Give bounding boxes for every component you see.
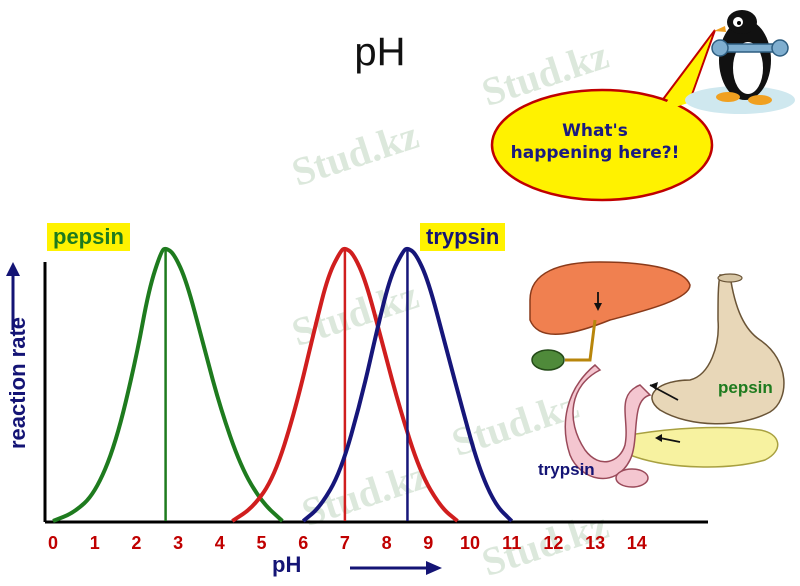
x-tick-label: 1 (90, 533, 100, 553)
digestive-system-illustration (529, 261, 785, 488)
speech-bubble-text: What's happening here?! (510, 120, 680, 164)
x-tick-label: 5 (256, 533, 266, 553)
x-tick-label: 14 (627, 533, 647, 553)
penguin-mascot-icon (685, 10, 795, 114)
speech-bubble-line1: What's (562, 121, 628, 141)
x-axis-arrow (350, 561, 442, 575)
x-tick-label: 2 (131, 533, 141, 553)
y-axis-label: reaction rate (5, 316, 30, 450)
x-tick-label: 12 (543, 533, 563, 553)
x-tick-label: 0 (48, 533, 58, 553)
x-tick-label: 6 (298, 533, 308, 553)
x-axis-label: pH (272, 552, 302, 577)
trypsin-legend-label: trypsin (420, 223, 506, 251)
pepsin-legend-label: pepsin (47, 223, 130, 251)
speech-bubble (490, 29, 716, 202)
stomach-pepsin-label: pepsin (718, 378, 773, 397)
speech-bubble-line2: happening here?! (510, 143, 680, 163)
pepsin-curve (52, 246, 284, 523)
x-tick-label: 4 (215, 533, 225, 553)
x-tick-label: 9 (423, 533, 433, 553)
x-tick-label: 10 (460, 533, 480, 553)
x-tick-label: 7 (340, 533, 350, 553)
pancreas-trypsin-label: trypsin (538, 460, 595, 479)
y-axis-arrow (6, 262, 20, 330)
ph-optimum-curve (231, 246, 459, 523)
x-tick-label: 13 (585, 533, 605, 553)
trypsin-curve (301, 246, 514, 523)
x-tick-label: 8 (382, 533, 392, 553)
wrench-icon (711, 39, 789, 57)
x-tick-label: 3 (173, 533, 183, 553)
x-tick-label: 11 (502, 533, 521, 553)
chart-title: pH (354, 30, 406, 74)
